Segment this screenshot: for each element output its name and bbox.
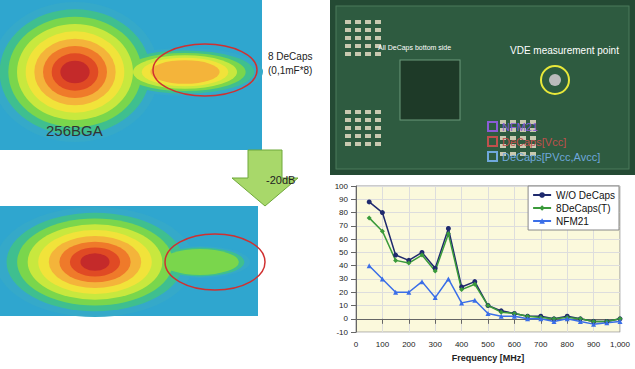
svg-text:20: 20: [339, 288, 348, 297]
svg-text:Frequency [MHz]: Frequency [MHz]: [452, 353, 525, 363]
svg-text:80: 80: [339, 208, 348, 217]
svg-text:W/O DeCaps: W/O DeCaps: [556, 190, 615, 201]
svg-text:800: 800: [561, 340, 575, 349]
svg-text:0: 0: [344, 314, 349, 323]
svg-text:90: 90: [339, 195, 348, 204]
svg-text:700: 700: [534, 340, 548, 349]
svg-text:0: 0: [354, 340, 359, 349]
svg-text:60: 60: [339, 235, 348, 244]
svg-text:30: 30: [339, 274, 348, 283]
svg-text:1,000: 1,000: [610, 340, 631, 349]
svg-text:-20dB: -20dB: [266, 174, 295, 186]
svg-text:50: 50: [339, 248, 348, 257]
svg-text:8DeCaps(T): 8DeCaps(T): [556, 203, 610, 214]
svg-text:70: 70: [339, 221, 348, 230]
svg-text:10: 10: [339, 301, 348, 310]
svg-text:500: 500: [481, 340, 495, 349]
svg-text:DeCaps[Vcc]: DeCaps[Vcc]: [502, 136, 566, 148]
svg-text:-10: -10: [336, 328, 348, 337]
svg-text:VDE measurement point: VDE measurement point: [510, 45, 619, 56]
svg-text:600: 600: [508, 340, 522, 349]
svg-text:All DeCaps bottom side: All DeCaps bottom side: [378, 44, 451, 52]
svg-text:NFM21: NFM21: [502, 121, 538, 133]
svg-text:100: 100: [335, 182, 349, 191]
svg-text:400: 400: [455, 340, 469, 349]
svg-text:100: 100: [376, 340, 390, 349]
svg-text:300: 300: [429, 340, 443, 349]
svg-text:8 DeCaps: 8 DeCaps: [268, 51, 312, 62]
svg-text:DeCaps[PVcc,Avcc]: DeCaps[PVcc,Avcc]: [502, 151, 600, 163]
svg-text:40: 40: [339, 261, 348, 270]
svg-text:(0,1mF*8): (0,1mF*8): [268, 65, 312, 76]
svg-text:200: 200: [402, 340, 416, 349]
svg-text:900: 900: [587, 340, 601, 349]
svg-text:NFM21: NFM21: [556, 216, 589, 227]
svg-text:256BGA: 256BGA: [46, 122, 103, 139]
